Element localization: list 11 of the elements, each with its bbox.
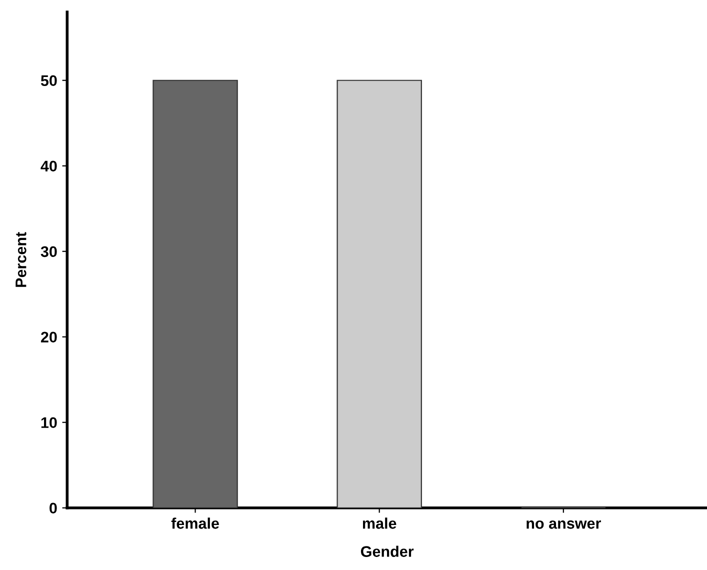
x-tick-label: female xyxy=(171,518,219,529)
y-tick-label: 20 xyxy=(40,332,57,343)
y-tick-label: 40 xyxy=(40,160,57,172)
y-tick-label: 0 xyxy=(50,502,57,514)
x-axis-title: Gender xyxy=(360,546,414,557)
x-tick-label: male xyxy=(362,518,396,529)
x-tick-label: no answer xyxy=(526,520,601,529)
y-tick-label: 10 xyxy=(41,417,57,428)
y-tick-label: 50 xyxy=(40,75,57,86)
y-tick-label: 30 xyxy=(40,246,57,258)
y-axis-title: Percent xyxy=(16,232,26,287)
